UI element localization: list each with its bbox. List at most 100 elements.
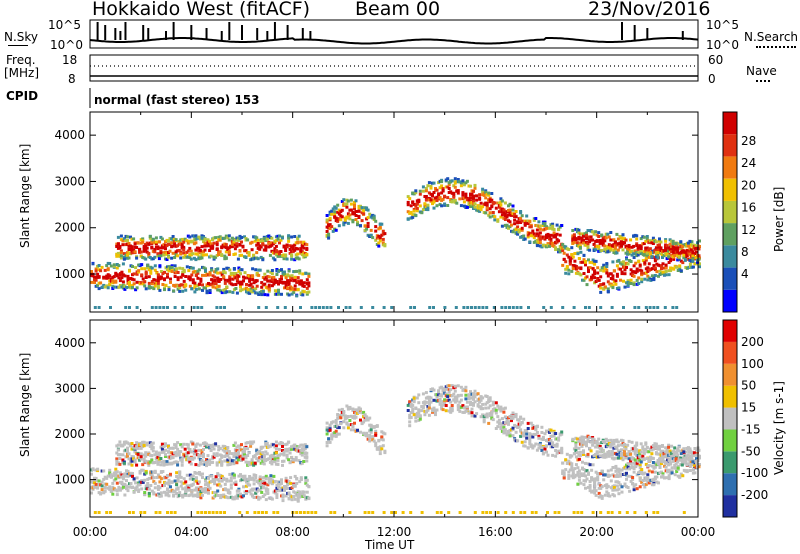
power-panel-cell (520, 219, 524, 223)
power-panel-cell (348, 306, 352, 309)
velocity-panel-cell (115, 470, 119, 474)
power-panel-cell (630, 249, 634, 253)
velocity-panel-cell (520, 440, 524, 444)
power-panel-cell (310, 306, 314, 309)
power-panel-colorbar-swatch (723, 156, 737, 179)
velocity-panel-cell (625, 463, 628, 467)
power-panel-cell (577, 257, 581, 260)
power-panel-cell (153, 255, 157, 259)
power-panel-cell (577, 236, 581, 240)
power-panel-cell (665, 252, 669, 256)
power-panel-cell (252, 235, 256, 239)
power-panel-cell (190, 273, 194, 277)
power-panel-cell (99, 281, 103, 285)
velocity-panel-cell (290, 495, 294, 499)
power-panel-cell (481, 306, 485, 309)
velocity-panel-cell (229, 476, 233, 480)
power-panel-cell (144, 244, 148, 248)
velocity-panel-cell (339, 422, 343, 426)
velocity-panel-cell (415, 414, 419, 418)
power-panel-cell (579, 273, 583, 277)
velocity-panel-cell (301, 492, 305, 496)
power-panel-cell (109, 277, 113, 281)
velocity-panel-cell (176, 479, 180, 483)
power-panel-cell (276, 254, 280, 258)
power-panel-cell (102, 275, 106, 279)
power-panel-cell (493, 215, 497, 219)
power-panel-cell (150, 240, 154, 244)
velocity-panel-cell (331, 434, 335, 438)
power-panel-cell (229, 282, 233, 286)
velocity-panel-cell (587, 485, 590, 489)
power-panel-cell (552, 231, 556, 235)
velocity-panel-cell (481, 407, 485, 411)
velocity-panel-cell (629, 479, 633, 483)
velocity-panel-cell (207, 476, 210, 480)
power-panel-cell (296, 237, 300, 241)
power-panel-cell (571, 241, 575, 245)
velocity-panel-cell (145, 461, 149, 465)
power-panel-cell (140, 273, 144, 277)
power-panel-cell (582, 258, 586, 262)
velocity-panel-cell (456, 393, 460, 397)
power-panel-cell (234, 287, 238, 290)
power-panel-cell (548, 226, 551, 230)
power-panel-cell (206, 241, 210, 245)
velocity-panel-cell (160, 442, 164, 446)
power-panel-cell (314, 306, 318, 309)
power-panel-cell (274, 239, 278, 243)
power-panel-cell (116, 242, 120, 246)
velocity-panel-cell (94, 482, 98, 486)
power-panel-cell (618, 235, 622, 238)
velocity-panel-cell (600, 469, 604, 473)
power-panel-cell (280, 275, 283, 278)
power-panel-cell (176, 284, 180, 288)
velocity-panel-cell (150, 454, 154, 457)
velocity-panel-cell (284, 476, 288, 480)
velocity-panel-cell (273, 479, 277, 483)
velocity-panel-cell (449, 388, 453, 392)
power-panel-cell (331, 229, 335, 233)
power-panel-cell (141, 237, 145, 241)
power-panel-cell (637, 306, 641, 309)
velocity-panel-cell (138, 483, 142, 487)
velocity-panel-cell (227, 456, 231, 460)
power-panel-cell (186, 241, 190, 245)
power-panel-cell (584, 306, 587, 309)
velocity-panel-cell (267, 445, 271, 449)
power-panel-cell (224, 243, 228, 247)
velocity-panel-cell (281, 449, 284, 452)
power-panel-cell (177, 240, 181, 243)
velocity-panel-cell (142, 443, 146, 447)
velocity-panel-cell (186, 451, 190, 455)
power-panel-cell (122, 255, 126, 259)
velocity-panel-cell (202, 455, 205, 459)
velocity-panel-cell (162, 459, 166, 463)
power-panel-cell (228, 290, 232, 294)
power-panel-cell (602, 266, 606, 270)
power-panel-cell (179, 250, 183, 254)
power-panel-cell (632, 281, 636, 285)
velocity-panel-cell (214, 493, 218, 497)
velocity-panel-cell (289, 481, 293, 485)
power-panel-cell (118, 273, 122, 277)
velocity-panel-cell (290, 459, 294, 463)
velocity-panel-cell (600, 485, 604, 489)
power-panel-cell (132, 272, 136, 276)
velocity-panel-cell (139, 455, 143, 459)
power-panel-cell (682, 253, 686, 257)
velocity-panel-cell (470, 414, 474, 418)
power-panel-cell (250, 248, 254, 252)
velocity-panel-cell (487, 406, 491, 410)
velocity-panel-cell (380, 447, 384, 451)
velocity-panel-cell (200, 459, 204, 463)
power-panel-cell (481, 193, 485, 197)
power-panel-cell (635, 267, 639, 271)
velocity-panel-cell (100, 469, 104, 473)
velocity-panel-cell (560, 432, 564, 436)
velocity-panel-cell (635, 461, 639, 465)
power-panel-cell (109, 306, 112, 309)
velocity-panel-cell (472, 403, 475, 407)
power-panel-cell (255, 284, 259, 288)
velocity-panel-cell (450, 404, 454, 407)
